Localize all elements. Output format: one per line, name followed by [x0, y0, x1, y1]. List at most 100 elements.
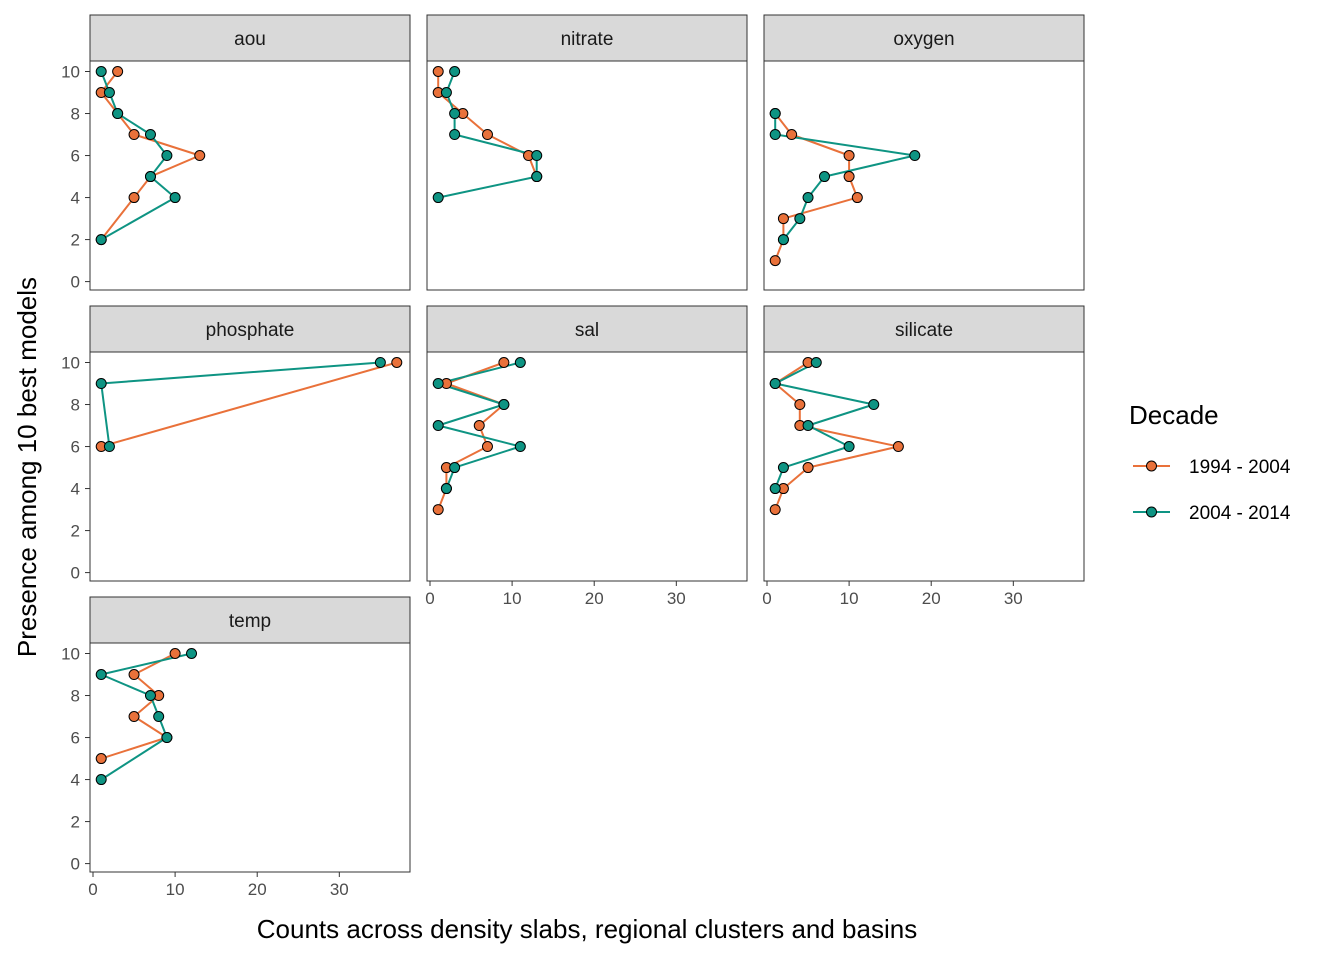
- data-point: [777, 234, 789, 246]
- facet-strip-label: oxygen: [893, 29, 954, 50]
- x-tick-label: 30: [330, 880, 349, 899]
- data-point: [144, 129, 156, 141]
- data-point: [128, 711, 140, 723]
- data-point: [128, 192, 140, 204]
- data-point: [112, 66, 124, 78]
- panel-border: [426, 60, 748, 291]
- facet-panel-temp: temp 0 2 4 6 8 10 0 10 20 30: [61, 596, 411, 899]
- legend-key-point: [1146, 506, 1157, 518]
- facet-panel-silicate: silicate 0 10 20 30: [762, 305, 1085, 608]
- panel-border: [89, 351, 411, 582]
- data-point: [802, 462, 814, 474]
- data-point: [868, 399, 880, 411]
- data-point: [531, 150, 543, 162]
- y-tick-label: 8: [71, 105, 80, 124]
- data-point: [161, 150, 173, 162]
- legend-entries: 1994 - 2004 2004 - 2014: [1133, 457, 1291, 524]
- y-tick-label: 6: [71, 438, 80, 457]
- data-point: [103, 87, 115, 99]
- data-point: [843, 441, 855, 453]
- data-point: [769, 378, 781, 390]
- data-point: [449, 66, 461, 78]
- y-tick-label: 8: [71, 687, 80, 706]
- data-point: [449, 108, 461, 120]
- x-tick-label: 30: [667, 589, 686, 608]
- facet-strip-label: aou: [234, 29, 266, 50]
- legend: Decade 1994 - 2004 2004 - 2014: [1129, 400, 1291, 524]
- data-point: [473, 420, 485, 432]
- data-point: [103, 441, 115, 453]
- data-point: [95, 234, 107, 246]
- legend-label: 2004 - 2014: [1189, 503, 1291, 524]
- data-point: [769, 504, 781, 516]
- data-point: [144, 171, 156, 183]
- facet-panel-phosphate: phosphate 0 2 4 6 8 10: [61, 305, 411, 583]
- data-point: [769, 255, 781, 267]
- data-point: [169, 648, 181, 660]
- data-point: [794, 399, 806, 411]
- panel-border: [763, 60, 1085, 291]
- y-axis-title: Presence among 10 best models: [12, 277, 42, 657]
- data-point: [95, 66, 107, 78]
- data-point: [769, 129, 781, 141]
- y-tick-label: 0: [71, 855, 80, 874]
- x-tick-label: 10: [166, 880, 185, 899]
- data-point: [449, 462, 461, 474]
- y-tick-label: 0: [71, 564, 80, 583]
- x-tick-label: 0: [425, 589, 434, 608]
- data-point: [481, 441, 493, 453]
- data-point: [851, 192, 863, 204]
- y-tick-label: 2: [71, 522, 80, 541]
- y-tick-label: 4: [71, 771, 80, 790]
- data-point: [777, 462, 789, 474]
- y-tick-label: 10: [61, 645, 80, 664]
- legend-title: Decade: [1129, 400, 1219, 430]
- data-point: [374, 357, 386, 369]
- data-point: [531, 171, 543, 183]
- data-point: [432, 420, 444, 432]
- facet-strip-label: nitrate: [561, 29, 614, 50]
- data-point: [892, 441, 904, 453]
- y-tick-label: 2: [71, 231, 80, 250]
- data-point: [391, 357, 403, 369]
- data-point: [95, 753, 107, 765]
- facet-panel-oxygen: oxygen: [763, 14, 1085, 291]
- facet-strip-label: temp: [229, 611, 271, 632]
- data-point: [777, 213, 789, 225]
- facet-strip: [89, 14, 411, 62]
- facet-panel-aou: aou 0 2 4 6 8 10: [61, 14, 411, 292]
- panel-border: [89, 60, 411, 291]
- data-point: [514, 441, 526, 453]
- data-point: [153, 711, 165, 723]
- facet-strip-label: silicate: [895, 320, 953, 341]
- y-tick-label: 6: [71, 147, 80, 166]
- x-tick-label: 30: [1004, 589, 1023, 608]
- data-point: [440, 483, 452, 495]
- data-point: [449, 129, 461, 141]
- data-point: [794, 213, 806, 225]
- y-tick-label: 6: [71, 729, 80, 748]
- data-point: [128, 669, 140, 681]
- x-tick-label: 20: [922, 589, 941, 608]
- data-point: [432, 504, 444, 516]
- legend-label: 1994 - 2004: [1189, 457, 1291, 478]
- data-point: [169, 192, 181, 204]
- data-point: [481, 129, 493, 141]
- series-line: [100, 652, 176, 760]
- y-tick-label: 10: [61, 63, 80, 82]
- data-point: [440, 87, 452, 99]
- facet-strip: [426, 14, 748, 62]
- data-point: [810, 357, 822, 369]
- data-point: [843, 171, 855, 183]
- y-tick-label: 2: [71, 813, 80, 832]
- facet-strip-label: sal: [575, 320, 599, 341]
- x-axis-title: Counts across density slabs, regional cl…: [257, 914, 917, 944]
- y-tick-label: 10: [61, 354, 80, 373]
- x-tick-label: 10: [840, 589, 859, 608]
- data-point: [432, 66, 444, 78]
- data-point: [498, 399, 510, 411]
- data-point: [432, 378, 444, 390]
- data-point: [194, 150, 206, 162]
